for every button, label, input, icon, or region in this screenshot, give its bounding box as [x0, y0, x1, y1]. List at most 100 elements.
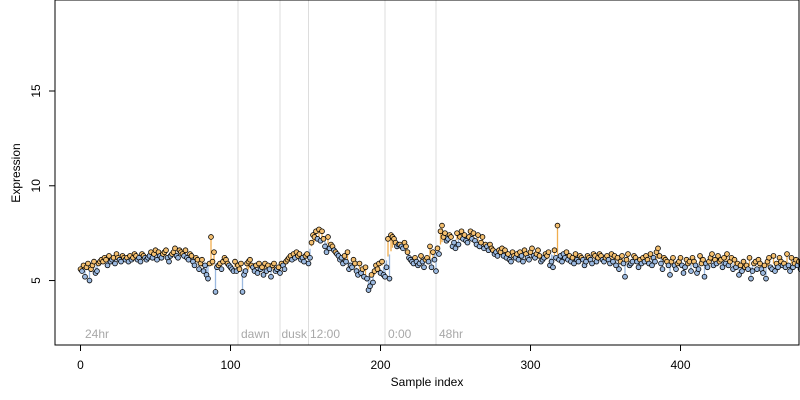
- data-point: [559, 258, 565, 265]
- data-point: [296, 251, 303, 257]
- data-point: [305, 260, 312, 267]
- data-point: [166, 258, 172, 265]
- data-point: [610, 258, 616, 265]
- data-point: [613, 262, 619, 269]
- data-point: [212, 289, 219, 295]
- data-point: [404, 249, 411, 255]
- data-point: [659, 266, 666, 272]
- data-point: [526, 256, 532, 263]
- x-tick-label: 300: [520, 358, 540, 372]
- data-point: [209, 258, 216, 265]
- data-points: [77, 222, 800, 295]
- data-point: [658, 260, 664, 267]
- data-point: [154, 256, 160, 263]
- data-point: [191, 262, 198, 269]
- x-tick-label: 100: [220, 358, 240, 372]
- data-point: [437, 228, 444, 235]
- data-point: [721, 255, 727, 261]
- data-point: [656, 253, 663, 259]
- data-point: [428, 264, 435, 271]
- data-point: [619, 253, 625, 259]
- data-point: [118, 258, 124, 265]
- data-point: [563, 249, 570, 255]
- data-point: [301, 258, 307, 265]
- data-point: [236, 266, 243, 272]
- data-point: [85, 260, 91, 267]
- data-point: [739, 268, 745, 274]
- phase-label: 12:00: [310, 327, 340, 341]
- data-point: [787, 268, 793, 274]
- data-point: [554, 222, 561, 229]
- data-point: [266, 266, 273, 272]
- phase-label: dusk: [282, 327, 308, 341]
- data-point: [494, 253, 501, 259]
- data-point: [680, 270, 687, 276]
- data-point: [247, 256, 253, 263]
- data-point: [242, 268, 249, 274]
- data-point: [91, 258, 97, 265]
- data-point: [103, 256, 109, 263]
- data-point: [79, 268, 85, 274]
- data-point: [356, 260, 363, 267]
- data-point: [772, 268, 778, 274]
- data-point: [319, 228, 325, 235]
- data-point: [589, 260, 595, 267]
- data-point: [106, 253, 112, 259]
- data-point: [200, 268, 207, 274]
- y-tick-label: 5: [29, 277, 43, 284]
- data-point: [403, 243, 409, 250]
- data-point: [451, 239, 457, 246]
- data-point: [112, 260, 118, 267]
- data-point: [464, 239, 471, 246]
- data-point: [520, 258, 526, 265]
- data-point: [770, 253, 777, 259]
- data-point: [323, 249, 330, 255]
- data-point: [439, 222, 445, 229]
- data-point: [185, 256, 192, 263]
- data-point: [652, 258, 658, 265]
- data-point: [232, 258, 238, 265]
- data-point: [425, 258, 432, 265]
- data-point: [478, 239, 484, 246]
- data-point: [431, 256, 438, 263]
- data-point: [724, 251, 730, 257]
- data-point: [368, 272, 375, 278]
- data-point: [304, 251, 310, 257]
- phase-label: 24hr: [85, 327, 109, 341]
- data-point: [649, 262, 655, 269]
- data-point: [688, 268, 694, 274]
- data-point: [343, 258, 349, 265]
- data-point: [760, 270, 766, 276]
- data-point: [571, 260, 577, 267]
- data-point: [382, 273, 388, 280]
- data-point: [665, 262, 672, 269]
- data-point: [427, 243, 433, 250]
- data-point: [367, 283, 373, 290]
- phase-label: 0:00: [388, 327, 412, 341]
- data-point: [458, 228, 465, 235]
- data-point: [448, 234, 454, 240]
- data-point: [647, 251, 654, 257]
- y-axis: 5 10 15: [29, 84, 56, 284]
- data-point: [620, 260, 627, 267]
- data-point: [535, 247, 541, 254]
- data-point: [505, 251, 511, 257]
- data-point: [622, 273, 628, 280]
- data-point: [748, 275, 754, 282]
- data-point: [635, 264, 642, 271]
- data-point: [374, 266, 381, 272]
- data-point: [202, 262, 208, 269]
- data-point: [379, 258, 385, 265]
- x-axis: 0 100 200 300 400: [77, 344, 691, 372]
- data-point: [731, 256, 738, 263]
- data-point: [740, 258, 747, 265]
- data-point: [625, 251, 631, 257]
- data-point: [218, 266, 225, 272]
- data-point: [281, 266, 288, 272]
- data-point: [436, 251, 442, 257]
- data-point: [623, 256, 630, 263]
- data-point: [433, 268, 439, 274]
- plot-frame: [54, 0, 800, 346]
- x-tick-label: 200: [370, 358, 390, 372]
